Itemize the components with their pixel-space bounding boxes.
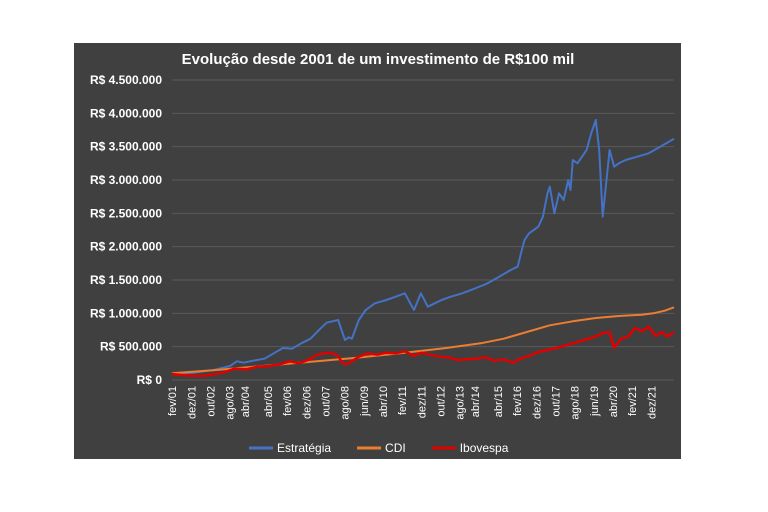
x-tick-label: out/12 (435, 386, 447, 417)
x-tick-label: out/17 (551, 386, 563, 417)
x-tick-label: fev/06 (282, 386, 294, 416)
x-tick-label: abr/10 (378, 386, 390, 417)
x-tick-label: dez/21 (646, 386, 658, 419)
legend: Estratégia CDI Ibovespa (249, 441, 509, 455)
y-tick-label: R$ 1.000.000 (90, 306, 162, 320)
x-axis-ticks: fev/01 dez/01 out/02 ago/03 abr/04 abr/05 fev/… (167, 386, 658, 420)
y-tick-label: R$ 3.000.000 (90, 173, 162, 187)
series-lines (171, 119, 675, 378)
x-tick-label: fev/11 (397, 386, 409, 415)
y-tick-label: R$ 0 (137, 373, 163, 387)
x-tick-label: out/07 (320, 386, 332, 417)
y-tick-label: R$ 4.500.000 (90, 73, 162, 87)
x-tick-label: out/02 (205, 386, 217, 417)
x-tick-label: abr/20 (608, 386, 620, 417)
x-tick-label: fev/01 (167, 386, 179, 416)
x-tick-label: fev/21 (627, 386, 639, 416)
x-tick-label: fev/16 (512, 386, 524, 416)
series-line-ibovespa (171, 325, 675, 378)
x-tick-label: abr/05 (263, 386, 275, 417)
x-tick-label: ago/18 (570, 386, 582, 420)
x-tick-label: dez/06 (301, 386, 313, 419)
series-line-estratgia (171, 119, 675, 375)
x-tick-label: ago/13 (455, 386, 467, 420)
y-tick-label: R$ 2.000.000 (90, 240, 162, 254)
x-tick-label: jun/09 (359, 386, 371, 417)
chart-panel: Evolução desde 2001 de um investimento d… (74, 43, 681, 459)
x-tick-label: jun/19 (589, 386, 601, 417)
x-tick-label: dez/11 (416, 386, 428, 418)
x-tick-label: ago/08 (340, 386, 352, 420)
y-tick-label: R$ 2.500.000 (90, 206, 162, 220)
x-tick-label: dez/16 (531, 386, 543, 419)
y-tick-label: R$ 3.500.000 (90, 140, 162, 154)
gridlines (172, 79, 674, 381)
x-tick-label: dez/01 (186, 386, 198, 419)
legend-label: Ibovespa (460, 441, 509, 455)
y-tick-label: R$ 500.000 (100, 340, 162, 354)
legend-label: CDI (385, 441, 406, 455)
x-tick-label: abr/15 (493, 386, 505, 417)
y-tick-label: R$ 4.000.000 (90, 106, 162, 120)
legend-label: Estratégia (277, 441, 331, 455)
chart-title: Evolução desde 2001 de um investimento d… (182, 51, 575, 68)
x-tick-label: abr/14 (470, 386, 482, 417)
line-chart: Evolução desde 2001 de um investimento d… (90, 51, 675, 455)
y-axis-ticks: R$ 0 R$ 500.000 R$ 1.000.000 R$ 1.500.000 R$… (90, 73, 162, 387)
x-tick-label: abr/04 (240, 386, 252, 417)
x-tick-label: ago/03 (225, 386, 237, 420)
y-tick-label: R$ 1.500.000 (90, 273, 162, 287)
series-line-cdi (171, 306, 675, 375)
